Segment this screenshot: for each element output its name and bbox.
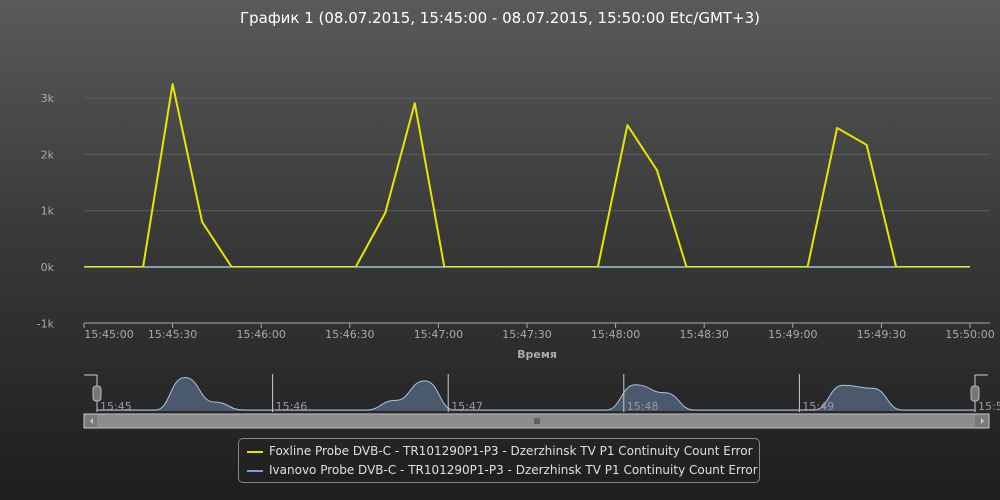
navigator-tick-label: 15:45 [100, 400, 132, 413]
legend-swatch [247, 469, 263, 472]
y-tick-label: 3k [41, 92, 55, 105]
legend: Foxline Probe DVB-C - TR101290P1-P3 - Dz… [238, 438, 760, 483]
y-tick-label: 1k [41, 205, 55, 218]
navigator-tick-label: 15:50 [978, 400, 1000, 413]
legend-swatch [247, 450, 263, 453]
navigator-handle[interactable] [92, 385, 102, 402]
legend-label: Ivanovo Probe DVB-C - TR101290P1-P3 - Dz… [269, 463, 758, 477]
scrollbar-thumb[interactable] [97, 415, 975, 427]
legend-item-ivanovo[interactable]: Ivanovo Probe DVB-C - TR101290P1-P3 - Dz… [247, 461, 759, 480]
scroll-left-arrow-icon[interactable] [90, 418, 93, 424]
y-tick-label: -1k [37, 317, 55, 330]
series-line [84, 83, 970, 268]
scrollbar-grip-icon [534, 418, 540, 424]
navigator-tick-label: 15:48 [627, 400, 659, 413]
navigator-handle[interactable] [970, 385, 980, 402]
navigator-tick-label: 15:46 [276, 400, 308, 413]
x-tick-label: 15:48:30 [679, 328, 728, 341]
x-tick-label: 15:49:30 [857, 328, 906, 341]
x-tick-label: 15:46:30 [325, 328, 374, 341]
x-tick-label: 15:47:00 [414, 328, 463, 341]
x-tick-label: 15:50:00 [945, 328, 994, 341]
x-tick-label: 15:45:30 [148, 328, 197, 341]
navigator-tick-label: 15:47 [451, 400, 483, 413]
scroll-right-arrow-icon[interactable] [981, 418, 984, 424]
x-tick-label: 15:46:00 [236, 328, 285, 341]
x-tick-label: 15:47:30 [502, 328, 551, 341]
navigator-area [97, 377, 975, 411]
legend-item-foxline[interactable]: Foxline Probe DVB-C - TR101290P1-P3 - Dz… [247, 442, 759, 461]
x-tick-label: 15:49:00 [768, 328, 817, 341]
chart-title: График 1 (08.07.2015, 15:45:00 - 08.07.2… [239, 9, 761, 27]
x-tick-label: 15:45:00 [84, 328, 133, 341]
y-tick-label: 2k [41, 148, 55, 161]
x-axis-title: Время [517, 348, 557, 361]
x-tick-label: 15:48:00 [591, 328, 640, 341]
navigator-line [97, 376, 975, 411]
legend-label: Foxline Probe DVB-C - TR101290P1-P3 - Dz… [269, 444, 753, 458]
navigator-tick-label: 15:49 [802, 400, 834, 413]
y-tick-label: 0k [41, 261, 55, 274]
